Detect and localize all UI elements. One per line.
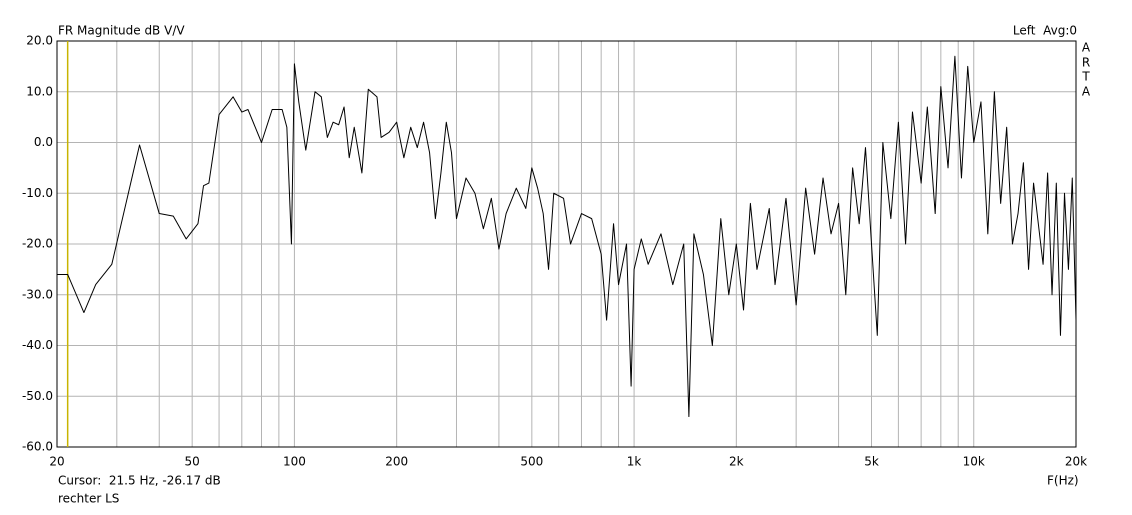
chart-title: FR Magnitude dB V/V — [58, 24, 185, 38]
cursor-readout: Cursor: 21.5 Hz, -26.17 dB — [58, 474, 221, 488]
brand-letter: T — [1081, 70, 1090, 84]
response-line — [57, 55, 1077, 418]
y-tick-label: -20.0 — [22, 237, 53, 251]
brand-letter: R — [1082, 56, 1090, 70]
x-tick-label: 1k — [627, 455, 642, 469]
y-tick-label: 10.0 — [26, 84, 53, 98]
status: Left Avg:0 — [1013, 24, 1077, 38]
y-tick-label: -30.0 — [22, 287, 53, 301]
y-tick-label: -40.0 — [22, 338, 53, 352]
legend-text: rechter LS — [58, 492, 119, 506]
x-tick-label: 10k — [963, 455, 985, 469]
x-tick-label: 20 — [49, 455, 64, 469]
y-tick-label: -10.0 — [22, 186, 53, 200]
brand-letter: A — [1082, 41, 1091, 55]
x-tick-label: 100 — [283, 455, 306, 469]
y-tick-label: 0.0 — [34, 135, 53, 149]
y-tick-label: -50.0 — [22, 389, 53, 403]
x-tick-label: 20k — [1065, 455, 1087, 469]
brand-letter: A — [1082, 85, 1091, 99]
plot-frame — [56, 40, 1077, 448]
y-tick-label: -60.0 — [22, 440, 53, 454]
x-tick-label: 200 — [385, 455, 408, 469]
x-tick-label: 2k — [729, 455, 744, 469]
y-tick-label: 20.0 — [26, 34, 53, 48]
x-tick-label: 5k — [864, 455, 879, 469]
x-axis-label: F(Hz) — [1047, 474, 1079, 488]
x-tick-label: 500 — [520, 455, 543, 469]
x-tick-label: 50 — [185, 455, 200, 469]
